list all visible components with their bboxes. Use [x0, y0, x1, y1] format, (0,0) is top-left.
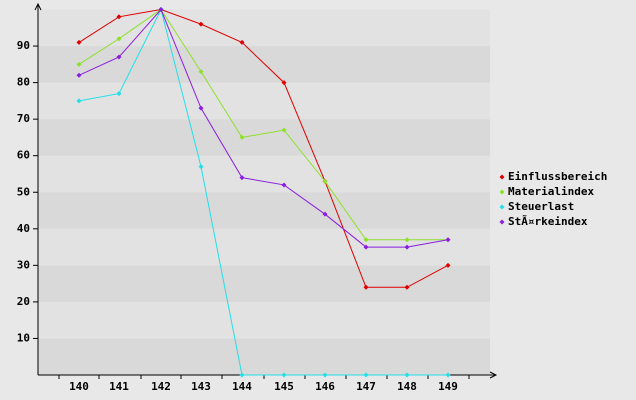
band [38, 155, 490, 193]
point [322, 211, 328, 217]
point [363, 237, 369, 243]
series-line [78, 8, 449, 248]
x-tick-label: 145 [274, 380, 294, 393]
band [38, 265, 490, 302]
band [38, 9, 490, 47]
point [239, 39, 245, 45]
legend-label: Einflussbereich [508, 170, 607, 183]
x-tick-label: 143 [191, 380, 211, 393]
point [404, 372, 410, 378]
band [38, 338, 490, 375]
x-axis-arrow [489, 371, 498, 379]
point [116, 14, 122, 20]
x-tick-label: 142 [151, 380, 171, 393]
band [38, 46, 490, 83]
point [158, 7, 164, 12]
y-tick-label: 80 [17, 76, 30, 89]
point [76, 72, 82, 78]
x-tick-label: 141 [109, 380, 129, 393]
point [239, 134, 245, 140]
point [76, 39, 82, 45]
point [198, 105, 204, 111]
point [445, 262, 451, 268]
series-line [78, 8, 448, 376]
legend-label: Materialindex [508, 185, 594, 198]
x-tick-label: 149 [438, 380, 458, 393]
point [322, 178, 328, 184]
x-tick-label: 146 [315, 380, 335, 393]
band [38, 301, 490, 339]
y-tick-label: 20 [17, 295, 30, 308]
point [116, 54, 122, 60]
x-tick-label: 140 [69, 380, 89, 393]
band [38, 228, 490, 266]
point [198, 164, 204, 170]
y-tick-label: 70 [17, 112, 30, 125]
y-axis-arrow [34, 2, 42, 11]
point [363, 372, 369, 378]
point [445, 372, 451, 378]
point [363, 284, 369, 290]
x-tick-label: 144 [232, 380, 252, 393]
x-tick-label: 147 [356, 380, 376, 393]
point [239, 372, 245, 378]
point [239, 175, 245, 181]
point [404, 237, 410, 243]
point [116, 91, 122, 97]
point [281, 182, 287, 188]
point [281, 372, 287, 378]
point [198, 21, 204, 27]
band [38, 192, 490, 229]
band [38, 82, 490, 120]
point [322, 372, 328, 378]
point [281, 127, 287, 133]
legend-marker [499, 189, 505, 195]
legend-label: StÃ¤rkeindex [508, 215, 588, 228]
y-tick-label: 60 [17, 149, 30, 162]
x-tick-label: 148 [397, 380, 417, 393]
point [281, 80, 287, 86]
legend-marker [499, 219, 505, 225]
point [404, 284, 410, 290]
legend-label: Steuerlast [508, 200, 574, 213]
series-line [78, 8, 449, 288]
band [38, 119, 490, 156]
point [445, 237, 451, 243]
legend-marker [499, 204, 505, 210]
legend-marker [499, 174, 505, 180]
point [198, 69, 204, 75]
point [404, 244, 410, 250]
y-tick-label: 90 [17, 39, 30, 52]
y-tick-label: 40 [17, 222, 30, 235]
y-tick-label: 30 [17, 258, 30, 271]
point [363, 244, 369, 250]
point [76, 98, 82, 104]
y-tick-label: 50 [17, 185, 30, 198]
y-tick-label: 10 [17, 331, 30, 344]
point [76, 61, 82, 67]
point [116, 36, 122, 42]
series-line [78, 8, 448, 241]
